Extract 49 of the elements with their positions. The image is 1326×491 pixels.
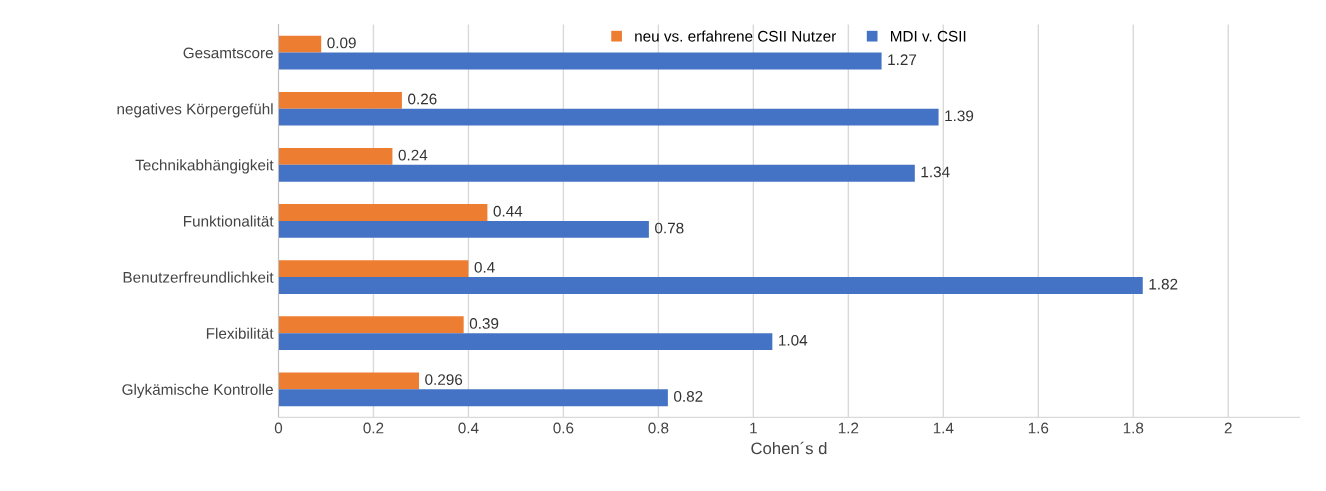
bar xyxy=(278,108,939,126)
data-label: 0.78 xyxy=(655,222,684,234)
data-label: 0.4 xyxy=(474,261,495,273)
bar xyxy=(278,35,322,53)
legend-label: MDI v. CSII xyxy=(890,30,966,42)
y-tick-label: Funktionalität xyxy=(183,215,274,227)
bar xyxy=(278,148,393,165)
y-tick-label: Glykämische Kontrolle xyxy=(122,383,273,398)
y-tick-label: Gesamtscore xyxy=(183,47,273,59)
data-label: 1.39 xyxy=(945,110,974,122)
x-tick-label: 0.8 xyxy=(648,422,669,434)
data-label: 0.39 xyxy=(469,318,499,329)
data-label: 1.04 xyxy=(779,334,808,346)
x-axis-title: Cohen´s d xyxy=(751,441,827,455)
bar xyxy=(278,260,469,278)
y-tick-label: Benutzerfreundlichkeit xyxy=(123,271,274,283)
x-tick-label: 1.2 xyxy=(838,422,859,434)
x-tick-label: 0.4 xyxy=(458,422,479,434)
bar xyxy=(278,333,773,351)
data-label: 0.09 xyxy=(327,37,356,49)
data-label: 1.82 xyxy=(1149,278,1178,290)
x-tick-label: 1.8 xyxy=(1123,422,1144,434)
bar xyxy=(278,91,402,109)
x-tick-label: 0.6 xyxy=(553,422,574,434)
x-tick-label: 2 xyxy=(1224,422,1232,434)
bar xyxy=(278,204,488,221)
bar xyxy=(278,220,649,238)
data-label: 0.44 xyxy=(493,205,523,217)
data-label: 0.26 xyxy=(408,93,437,105)
bar xyxy=(278,389,668,407)
bar xyxy=(278,277,1143,294)
data-label: 1.27 xyxy=(888,54,917,65)
x-tick-label: 1 xyxy=(750,422,757,434)
legend-label: neu vs. erfahrene CSII Nutzer xyxy=(635,30,837,42)
x-tick-label: 0.2 xyxy=(363,422,384,434)
bar xyxy=(278,316,464,334)
x-tick-label: 0 xyxy=(274,422,283,434)
y-tick-label: Flexibilität xyxy=(206,327,274,339)
data-label: 1.34 xyxy=(921,166,950,178)
y-tick-label: Technikabhängigkeit xyxy=(135,159,274,174)
data-label: 0.82 xyxy=(674,390,703,402)
data-label: 0.24 xyxy=(398,149,428,161)
x-tick-label: 1.6 xyxy=(1028,422,1049,434)
y-tick-label: negatives Körpergefühl xyxy=(117,103,273,118)
bar xyxy=(278,164,915,182)
bar xyxy=(278,52,882,70)
bar xyxy=(278,372,420,390)
x-tick-label: 1.4 xyxy=(933,422,954,434)
data-label: 0.296 xyxy=(425,374,463,385)
